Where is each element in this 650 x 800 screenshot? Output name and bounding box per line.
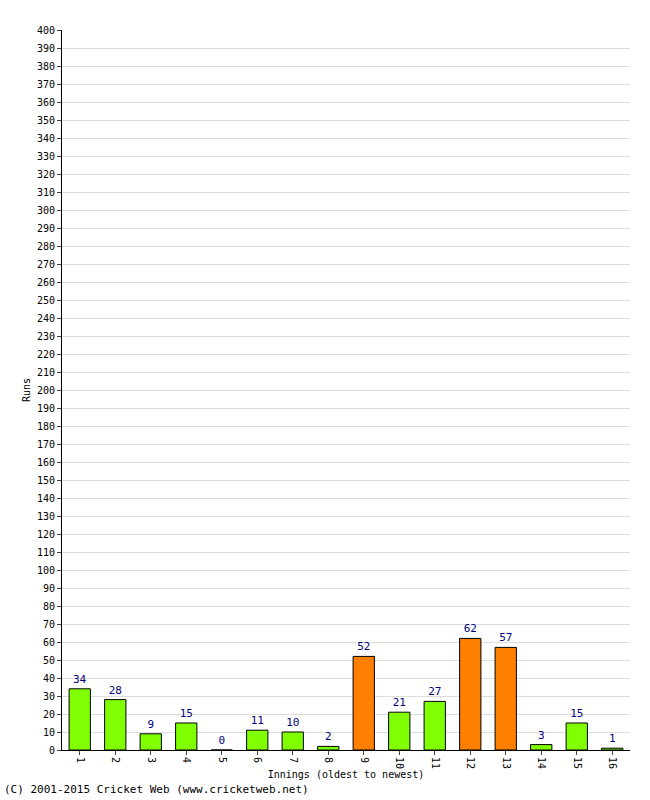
svg-text:0: 0 (218, 734, 225, 747)
svg-text:240: 240 (37, 313, 55, 324)
svg-text:370: 370 (37, 79, 55, 90)
svg-text:Runs: Runs (21, 378, 32, 402)
svg-text:390: 390 (37, 43, 55, 54)
svg-text:3: 3 (538, 729, 545, 742)
svg-text:210: 210 (37, 367, 55, 378)
svg-text:28: 28 (109, 684, 122, 697)
svg-text:200: 200 (37, 385, 55, 396)
svg-text:10: 10 (286, 716, 299, 729)
svg-text:90: 90 (43, 583, 55, 594)
svg-text:12: 12 (465, 757, 476, 769)
svg-text:10: 10 (394, 757, 405, 769)
svg-text:330: 330 (37, 151, 55, 162)
svg-text:70: 70 (43, 619, 55, 630)
svg-text:300: 300 (37, 205, 55, 216)
svg-text:60: 60 (43, 637, 55, 648)
svg-text:21: 21 (393, 696, 406, 709)
svg-text:7: 7 (288, 757, 299, 763)
svg-text:260: 260 (37, 277, 55, 288)
svg-text:20: 20 (43, 709, 55, 720)
svg-text:270: 270 (37, 259, 55, 270)
svg-text:340: 340 (37, 133, 55, 144)
svg-text:14: 14 (536, 757, 547, 769)
svg-text:62: 62 (464, 622, 477, 635)
svg-text:140: 140 (37, 493, 55, 504)
svg-text:120: 120 (37, 529, 55, 540)
svg-text:9: 9 (147, 718, 154, 731)
svg-text:290: 290 (37, 223, 55, 234)
svg-text:360: 360 (37, 97, 55, 108)
svg-text:15: 15 (572, 757, 583, 769)
svg-text:3: 3 (146, 757, 157, 763)
svg-text:6: 6 (252, 757, 263, 763)
svg-text:180: 180 (37, 421, 55, 432)
svg-text:1: 1 (75, 757, 86, 763)
svg-text:11: 11 (251, 714, 264, 727)
svg-text:15: 15 (570, 707, 583, 720)
svg-text:190: 190 (37, 403, 55, 414)
svg-text:8: 8 (323, 757, 334, 763)
svg-text:34: 34 (73, 673, 87, 686)
svg-text:(C) 2001-2015 Cricket Web (www: (C) 2001-2015 Cricket Web (www.cricketwe… (4, 783, 309, 796)
svg-text:320: 320 (37, 169, 55, 180)
svg-text:0: 0 (49, 745, 55, 756)
svg-text:27: 27 (428, 685, 441, 698)
svg-text:11: 11 (430, 757, 441, 769)
svg-text:230: 230 (37, 331, 55, 342)
svg-text:15: 15 (180, 707, 193, 720)
svg-text:150: 150 (37, 475, 55, 486)
svg-text:250: 250 (37, 295, 55, 306)
svg-text:2: 2 (325, 730, 332, 743)
svg-text:10: 10 (43, 727, 55, 738)
svg-text:380: 380 (37, 61, 55, 72)
svg-text:9: 9 (359, 757, 370, 763)
svg-text:1: 1 (609, 732, 616, 745)
svg-text:50: 50 (43, 655, 55, 666)
svg-text:52: 52 (357, 640, 370, 653)
svg-text:130: 130 (37, 511, 55, 522)
svg-text:57: 57 (499, 631, 512, 644)
svg-text:170: 170 (37, 439, 55, 450)
svg-text:100: 100 (37, 565, 55, 576)
svg-text:40: 40 (43, 673, 55, 684)
svg-text:110: 110 (37, 547, 55, 558)
svg-text:5: 5 (217, 757, 228, 763)
svg-text:400: 400 (37, 25, 55, 36)
svg-text:13: 13 (501, 757, 512, 769)
svg-text:2: 2 (110, 757, 121, 763)
svg-text:220: 220 (37, 349, 55, 360)
svg-text:310: 310 (37, 187, 55, 198)
svg-text:Innings (oldest to newest): Innings (oldest to newest) (268, 769, 425, 780)
svg-text:16: 16 (607, 757, 618, 769)
svg-text:4: 4 (181, 757, 192, 763)
svg-text:30: 30 (43, 691, 55, 702)
svg-text:80: 80 (43, 601, 55, 612)
svg-text:160: 160 (37, 457, 55, 468)
svg-text:280: 280 (37, 241, 55, 252)
svg-text:350: 350 (37, 115, 55, 126)
